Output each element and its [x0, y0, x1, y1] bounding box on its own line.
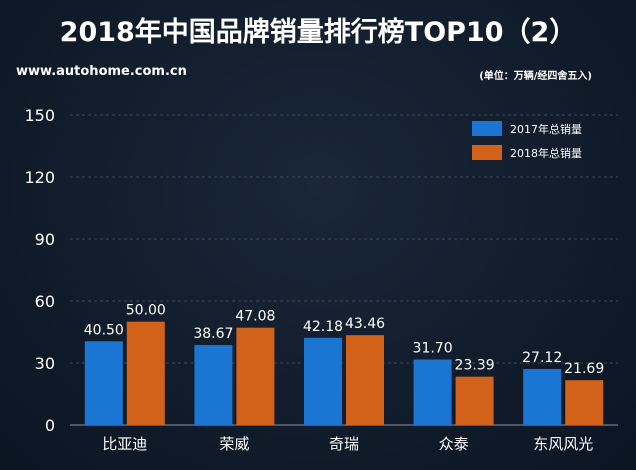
unit-note: (单位：万辆/经四舍五入) — [479, 71, 592, 82]
y-tick-label: 120 — [24, 168, 55, 187]
x-tick-label: 众泰 — [439, 435, 469, 453]
bar-2017 — [523, 368, 562, 425]
y-tick-label: 30 — [35, 354, 55, 373]
bar-2017 — [304, 337, 342, 425]
data-label: 40.50 — [84, 322, 124, 338]
data-label: 42.18 — [303, 319, 343, 335]
y-tick-label: 60 — [35, 292, 55, 311]
bar-2018 — [455, 376, 494, 425]
data-label: 38.67 — [193, 326, 233, 342]
bar-2018 — [346, 335, 384, 425]
bar-2017 — [194, 345, 233, 425]
data-label: 23.39 — [455, 358, 495, 374]
data-label: 27.12 — [522, 350, 562, 366]
data-label: 47.08 — [235, 309, 275, 325]
legend-swatch-2017 — [472, 121, 502, 136]
legend-swatch-2018 — [472, 145, 502, 160]
legend-label: 2017年总销量 — [510, 122, 582, 136]
y-tick-label: 0 — [45, 416, 55, 435]
bar-2018 — [126, 321, 165, 425]
bar-2018 — [565, 380, 604, 425]
data-label: 31.70 — [413, 340, 453, 356]
bar-2018 — [236, 327, 275, 425]
source-url: www.autohome.com.cn — [16, 64, 187, 79]
data-label: 50.00 — [126, 303, 166, 319]
data-label: 43.46 — [345, 316, 385, 332]
y-tick-label: 150 — [24, 106, 55, 125]
bar-2017 — [413, 359, 452, 425]
x-tick-label: 东风风光 — [533, 435, 593, 453]
chart-title: 2018年中国品牌销量排行榜TOP10（2） — [59, 17, 577, 48]
bar-2017 — [84, 341, 123, 425]
y-tick-label: 90 — [35, 230, 55, 249]
x-tick-label: 比亚迪 — [102, 435, 147, 453]
x-tick-label: 奇瑞 — [329, 435, 359, 453]
data-label: 21.69 — [564, 361, 604, 377]
x-tick-label: 荣威 — [219, 435, 249, 453]
legend-label: 2018年总销量 — [510, 146, 582, 160]
